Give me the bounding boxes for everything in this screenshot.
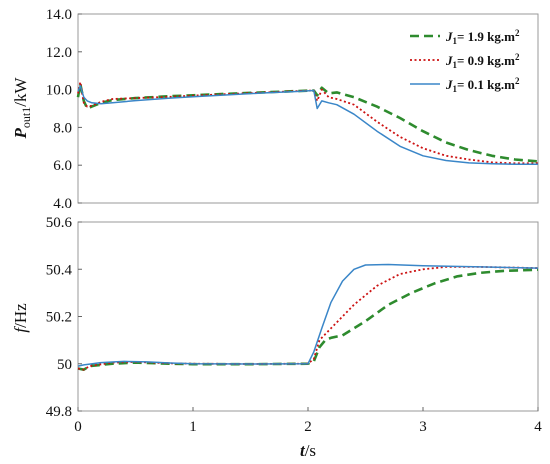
- y-tick-label: 50: [57, 357, 72, 373]
- x-tick-label: 0: [74, 419, 82, 435]
- y-tick-label: 50.2: [46, 310, 72, 326]
- x-tick-label: 1: [189, 419, 197, 435]
- series-line-1: [77, 268, 539, 371]
- legend-entry: J1= 1.9 kg.m2: [410, 28, 520, 46]
- legend-entry: J1= 0.9 kg.m2: [410, 52, 520, 70]
- top-y-ticks: 4.0 6.0 8.0 10.0 12.0 14.0: [46, 7, 82, 212]
- y-tick-label: 4.0: [53, 196, 72, 212]
- bottom-plot-frame: [77, 221, 539, 412]
- y-tick-label: 50.6: [46, 215, 73, 231]
- series-line-1: [76, 82, 539, 163]
- top-y-axis-label: Pout1/kW: [11, 77, 33, 140]
- top-plot-frame: [77, 13, 539, 204]
- legend-label: J1= 1.9 kg.m2: [445, 28, 520, 46]
- y-tick-label: 8.0: [53, 120, 72, 136]
- series-line-2: [77, 81, 538, 165]
- series-line-2: [77, 266, 539, 371]
- y-tick-label: 12.0: [46, 45, 72, 61]
- bottom-y-axis-label: f/Hz: [11, 303, 30, 333]
- legend-entry: J1= 0.1 kg.m2: [410, 76, 520, 94]
- series-line-3: [77, 263, 539, 367]
- y-tick-label: 49.8: [46, 404, 72, 420]
- x-tick-label: 2: [304, 419, 312, 435]
- legend-label: J1= 0.1 kg.m2: [445, 76, 520, 94]
- legend: J1= 1.9 kg.m2 J1= 0.9 kg.m2 J1= 0.1 kg.m2: [410, 28, 520, 94]
- legend-label: J1= 0.9 kg.m2: [445, 52, 520, 70]
- y-tick-label: 6.0: [53, 158, 72, 174]
- series-line-3: [77, 85, 538, 166]
- bottom-y-ticks: 49.8 50 50.2 50.4 50.6: [46, 215, 82, 420]
- y-tick-label: 50.4: [46, 262, 73, 278]
- bottom-panel: 49.8 50 50.2 50.4 50.6 0 1 2 3 4 f/Hz t/s: [11, 215, 542, 460]
- y-tick-label: 14.0: [46, 7, 72, 23]
- x-axis-label: t/s: [300, 441, 316, 460]
- top-series-lines: [76, 81, 539, 166]
- y-tick-label: 10.0: [46, 83, 72, 99]
- bottom-x-ticks: 0 1 2 3 4: [74, 407, 542, 435]
- top-panel: 4.0 6.0 8.0 10.0 12.0 14.0 Pout1/kW J1= 1.9 k…: [11, 7, 539, 212]
- x-tick-label: 4: [534, 419, 542, 435]
- x-tick-label: 3: [419, 419, 427, 435]
- bottom-series-lines: [77, 263, 539, 371]
